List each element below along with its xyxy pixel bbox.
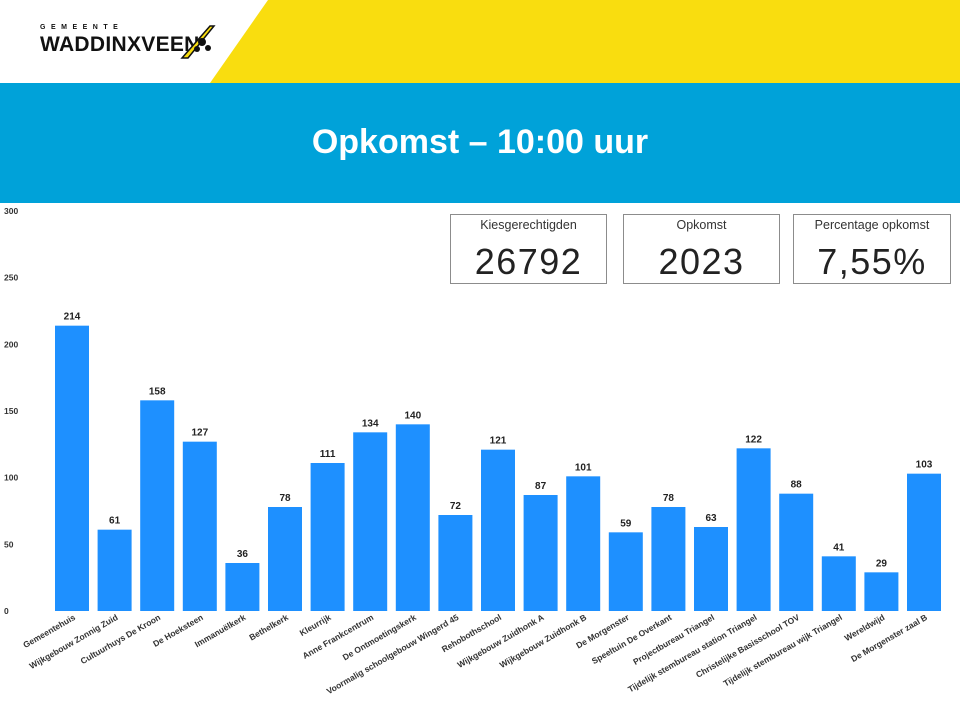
bar xyxy=(608,532,643,611)
card-value: 7,55% xyxy=(817,241,927,282)
data-label: 41 xyxy=(833,542,845,553)
data-label: 36 xyxy=(237,549,249,560)
data-label: 72 xyxy=(450,501,462,512)
bar xyxy=(523,495,558,611)
bar xyxy=(481,449,515,611)
bar xyxy=(821,556,856,611)
bar xyxy=(353,432,388,611)
bar-chart: 050100150200250300214Gemeentehuis61Wijkg… xyxy=(4,206,941,696)
data-label: 134 xyxy=(362,418,379,429)
bar xyxy=(694,527,728,611)
data-label: 29 xyxy=(876,558,888,569)
x-tick-label: De Ontmoetingskerk xyxy=(341,612,418,662)
y-tick-label: 300 xyxy=(4,206,18,216)
bar xyxy=(268,507,302,611)
header-yellow-shape xyxy=(210,0,960,83)
y-tick-label: 50 xyxy=(4,539,14,549)
data-label: 101 xyxy=(575,462,592,473)
bar xyxy=(395,424,430,611)
card-kiesgerechtigden: Kiesgerechtigden 26792 xyxy=(450,214,607,284)
data-label: 140 xyxy=(404,410,421,421)
data-label: 78 xyxy=(279,493,291,504)
data-label: 78 xyxy=(663,493,675,504)
data-label: 63 xyxy=(705,513,717,524)
bar xyxy=(182,441,217,611)
y-tick-label: 150 xyxy=(4,406,18,416)
bar xyxy=(907,473,941,611)
bar xyxy=(310,463,345,611)
card-label: Opkomst xyxy=(676,218,727,232)
card-label: Kiesgerechtigden xyxy=(480,218,577,232)
card-label: Percentage opkomst xyxy=(814,218,930,232)
x-tick-label: Cultuurhuys De Kroon xyxy=(79,612,163,666)
y-tick-label: 250 xyxy=(4,273,18,283)
x-tick-label: Anne Frankcentrum xyxy=(301,612,376,661)
logo-name: WADDINXVEEN xyxy=(40,33,200,56)
page-title: Opkomst – 10:00 uur xyxy=(311,123,649,161)
data-label: 214 xyxy=(64,312,81,323)
y-tick-label: 0 xyxy=(4,606,9,616)
bar xyxy=(438,515,473,611)
y-tick-label: 100 xyxy=(4,473,18,483)
card-percentage-opkomst: Percentage opkomst 7,55% xyxy=(793,214,951,284)
data-label: 88 xyxy=(791,480,803,491)
x-tick-label: Bethelkerk xyxy=(247,612,290,643)
card-value: 26792 xyxy=(474,241,583,282)
data-label: 59 xyxy=(620,518,632,529)
bar xyxy=(55,325,89,611)
logo-small-text: GEMEENTE xyxy=(40,24,124,31)
x-tick-label: De Morgenster zaal B xyxy=(849,612,929,664)
header: GEMEENTE WADDINXVEEN xyxy=(0,0,960,83)
bar xyxy=(140,400,175,611)
x-tick-label: Kleurrijk xyxy=(298,612,333,638)
bar xyxy=(651,507,686,611)
data-label: 158 xyxy=(149,386,166,397)
data-label: 127 xyxy=(191,428,208,439)
bar xyxy=(736,448,771,611)
bar xyxy=(566,476,601,611)
bar xyxy=(864,572,899,611)
data-label: 111 xyxy=(320,449,336,460)
bar xyxy=(779,493,814,611)
card-opkomst: Opkomst 2023 xyxy=(623,214,780,284)
bar xyxy=(225,563,260,611)
card-value: 2023 xyxy=(658,241,745,282)
data-label: 87 xyxy=(535,481,547,492)
title-banner xyxy=(0,83,960,203)
data-label: 103 xyxy=(916,460,933,471)
bar xyxy=(97,529,132,611)
y-tick-label: 200 xyxy=(4,339,18,349)
data-label: 122 xyxy=(745,434,762,445)
data-label: 121 xyxy=(490,436,507,447)
data-label: 61 xyxy=(109,516,121,527)
logo-emblem-icon xyxy=(180,25,216,59)
